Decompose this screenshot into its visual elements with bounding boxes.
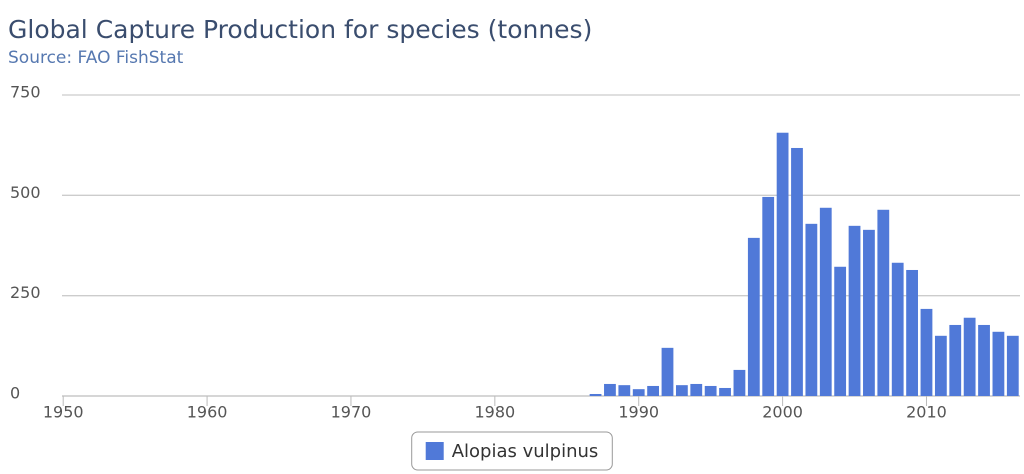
bar (848, 225, 861, 396)
bar (690, 383, 703, 396)
y-tick-label: 250 (10, 283, 41, 302)
bar (589, 393, 602, 396)
x-tick-label: 2010 (906, 403, 947, 422)
x-tick-label: 1990 (618, 403, 659, 422)
bar (618, 385, 631, 396)
bar (934, 335, 947, 396)
bar (978, 324, 990, 396)
y-tick-label: 0 (10, 384, 20, 403)
bar (762, 196, 775, 396)
bar (747, 237, 760, 396)
chart-subtitle: Source: FAO FishStat (8, 48, 184, 68)
bar (719, 387, 731, 396)
bar (791, 147, 803, 396)
bar (1006, 335, 1019, 396)
bar (661, 347, 674, 396)
bar (920, 308, 933, 396)
bar (819, 207, 832, 396)
bar (733, 369, 746, 396)
legend-label: Alopias vulpinus (452, 441, 599, 462)
bar (906, 269, 918, 396)
bar (992, 331, 1005, 396)
legend-swatch (425, 442, 444, 460)
bar (604, 383, 616, 396)
bar (834, 266, 847, 396)
bar (863, 229, 875, 396)
bar (949, 324, 962, 396)
bar (647, 385, 660, 396)
chart-title: Global Capture Production for species (t… (8, 15, 592, 44)
x-tick-label: 1950 (43, 403, 84, 422)
bar (704, 385, 717, 396)
x-tick-label: 1960 (187, 403, 228, 422)
legend: Alopias vulpinus (411, 431, 613, 471)
bar (805, 223, 818, 396)
bar (776, 132, 789, 396)
x-tick-label: 1970 (331, 403, 372, 422)
bar (675, 385, 688, 396)
x-tick-label: 2000 (762, 403, 803, 422)
x-tick-label: 1980 (474, 403, 515, 422)
legend-box (411, 431, 613, 471)
bar (877, 209, 890, 396)
bar (632, 389, 645, 396)
bar (963, 317, 976, 396)
y-tick-label: 750 (10, 83, 41, 102)
y-tick-label: 500 (10, 183, 41, 202)
bar (891, 262, 904, 396)
